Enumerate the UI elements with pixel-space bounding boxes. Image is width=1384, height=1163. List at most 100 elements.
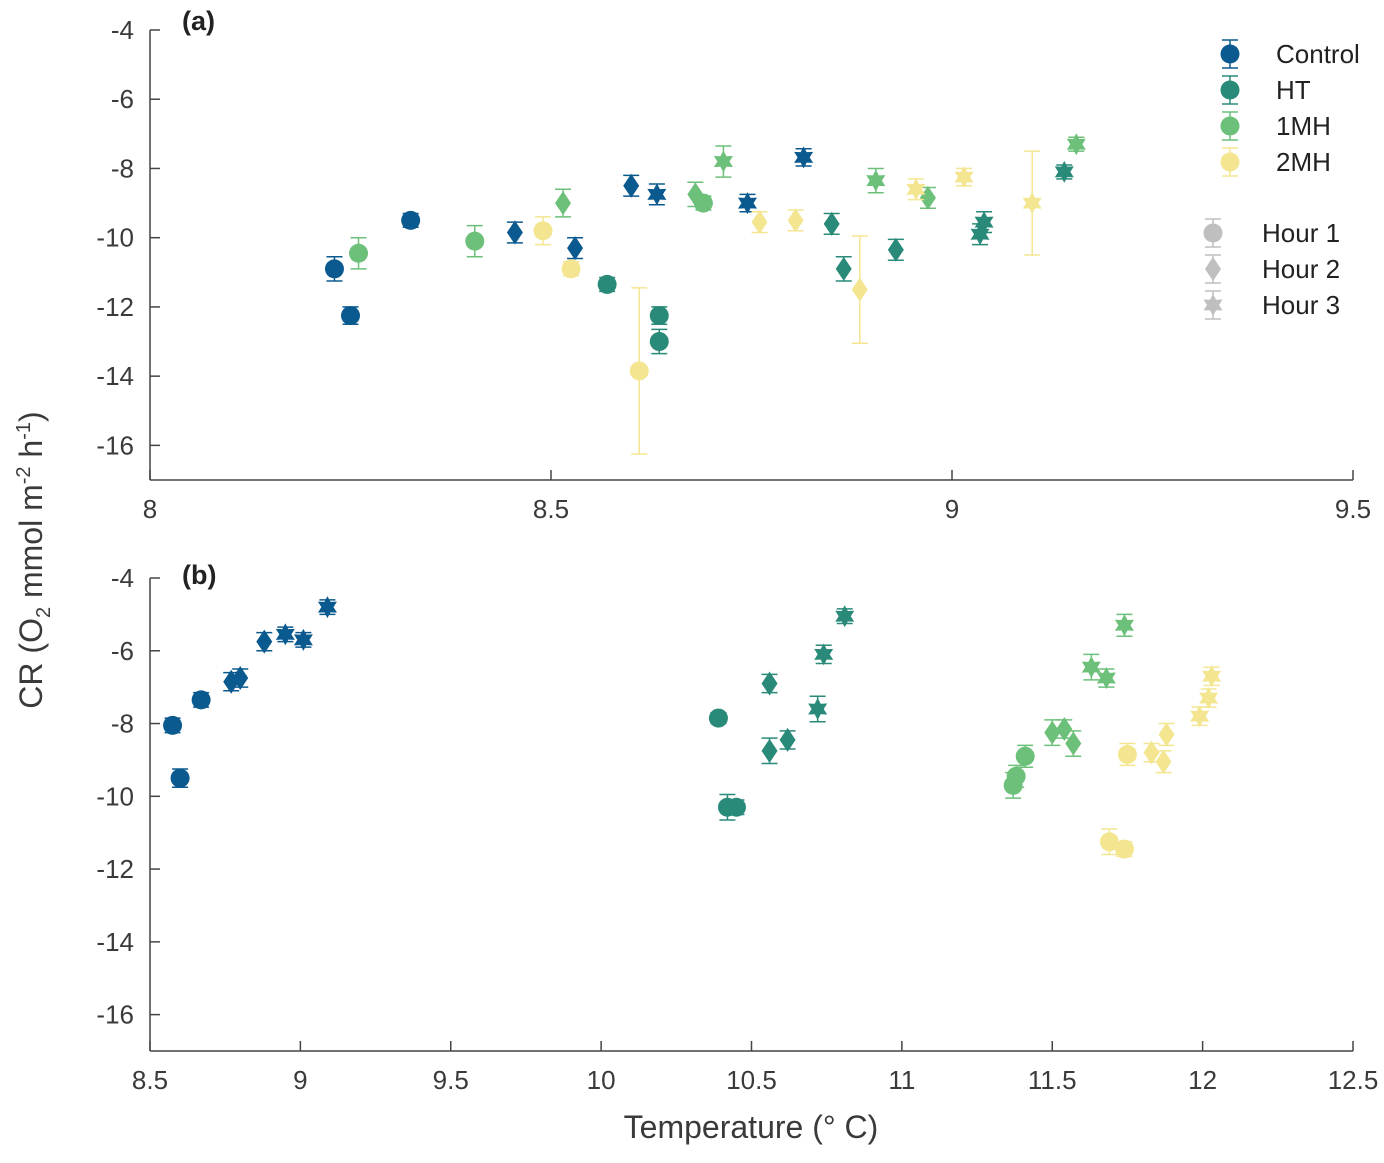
panel-a-ticks: 8 8.5 9 9.5 -4 -6 -8 -10 -12 -14 -16 [96,15,1371,524]
panel-b-xtick-label: 10.5 [726,1065,777,1095]
legend-label-hour: Hour 1 [1262,218,1340,248]
data-point-control-diamond [567,236,584,261]
y-axis-title-main: CR (O [13,618,49,709]
data-point-control-circle [170,768,190,788]
data-point-control-hexagram [737,192,758,215]
panel-b-ytick-label: -10 [96,781,134,811]
panel-b-ytick-label: -8 [111,709,134,739]
data-point-control-hexagram [317,596,337,619]
panel-a-ytick-label: -14 [96,361,134,391]
data-point-1mh-diamond [919,185,936,210]
data-point-1mh-hexagram [1066,133,1086,156]
data-point-1mh-circle [1006,766,1026,786]
data-point-control-circle [341,306,360,326]
data-point-control-diamond [623,173,640,198]
panel-b-xtick-label: 12 [1188,1065,1217,1095]
data-point-2mh-hexagram [906,178,926,201]
data-point-2mh-circle [629,361,649,381]
data-point-control-circle [401,210,421,230]
data-point-ht-hexagram [970,223,990,246]
data-point-control-diamond [256,629,273,654]
legend-label-2mh: 2MH [1276,147,1331,177]
data-point-1mh-circle [465,231,485,251]
panel-b-xtick-label: 10 [587,1065,616,1095]
panel-b-label: (b) [182,560,216,590]
data-point-control-diamond [232,666,249,691]
panel-b-xtick-label: 12.5 [1328,1065,1379,1095]
data-point-2mh-diamond [751,210,768,235]
panel-b-xtick-label: 8.5 [132,1065,168,1095]
data-point-ht-diamond [779,727,796,752]
y-axis-title-sup2: -1 [13,422,35,440]
data-point-2mh-circle [533,221,553,241]
y-axis-title-end: ) [13,411,49,422]
data-point-1mh-hexagram [1081,656,1101,679]
panel-b-ytick-label: -6 [111,636,134,666]
data-point-ht-circle [708,708,728,728]
data-point-control-hexagram [275,623,295,646]
panel-a-xtick-label: 9 [945,494,959,524]
data-point-2mh-circle [561,259,581,279]
data-point-2mh-diamond [787,208,804,233]
data-point-ht-diamond [835,256,852,281]
data-point-1mh-diamond [1065,731,1082,756]
data-point-control-hexagram [794,146,814,169]
data-point-ht-circle [649,306,669,326]
data-point-1mh-hexagram [1114,614,1134,637]
panel-b-xtick-label: 9 [293,1065,307,1095]
panel-a-ytick-label: -6 [111,84,134,114]
legend-label-ht: HT [1276,75,1311,105]
data-point-ht-circle [597,274,617,294]
legend: Control HT 1MH 2MH Hour 1 Hour 2 Hour 3 [1203,39,1360,320]
data-point-1mh-hexagram [866,169,886,192]
panel-a-xtick-label: 8 [143,494,157,524]
legend-label-1mh: 1MH [1276,111,1331,141]
data-point-ht-hexagram [808,697,828,720]
legend-marker-control [1220,44,1240,64]
panel-a-ytick-label: -12 [96,292,134,322]
legend-marker-hexagram [1203,294,1223,316]
data-point-2mh-diamond [1158,722,1175,747]
legend-marker-ht [1220,80,1240,100]
data-point-1mh-diamond [555,191,572,216]
y-axis-title: CR (O2 mmol m-2 h-1) [13,411,55,708]
legend-marker-1mh [1220,116,1240,136]
data-point-1mh-hexagram [1096,667,1116,690]
data-point-control-diamond [506,220,523,245]
panel-b-ytick-label: -4 [111,563,134,593]
data-point-2mh-circle [1099,832,1119,852]
data-point-2mh-hexagram [1190,705,1210,728]
data-point-ht-hexagram [814,643,834,666]
panel-b-xtick-label: 11.5 [1028,1065,1077,1095]
data-point-2mh-hexagram [1022,192,1042,215]
panel-b-ytick-label: -16 [96,1000,134,1030]
legend-label-hour: Hour 2 [1262,254,1340,284]
data-point-ht-hexagram [835,605,855,628]
panel-b: (b) 8.5 9 9.5 10 10.5 11 11.5 12 12.5 -4 -6 -8 -10 -1… [96,560,1378,1095]
panel-a-ytick-label: -16 [96,430,134,460]
data-point-control-hexagram [293,628,313,651]
data-point-ht-diamond [887,237,904,262]
data-point-ht-hexagram [1054,160,1074,183]
data-point-2mh-diamond [1155,749,1172,774]
y-axis-title-mid2: h [13,440,49,467]
x-axis-title: Temperature (° C) [624,1109,879,1145]
panel-a-ytick-label: -8 [111,153,134,183]
data-point-ht-circle [649,332,669,352]
data-point-control-circle [191,690,211,710]
data-point-1mh-diamond [687,182,704,207]
legend-marker-2mh [1220,152,1240,172]
data-point-2mh-diamond [851,277,868,302]
panel-b-xtick-label: 9.5 [433,1065,469,1095]
data-point-2mh-circle [1114,839,1134,859]
data-point-1mh-diamond [1056,716,1073,741]
panel-b-points [163,596,1222,859]
y-axis-title-sub1: 2 [33,607,55,618]
panel-a-xtick-label: 8.5 [533,494,569,524]
data-point-ht-diamond [761,738,778,763]
data-point-1mh-circle [349,243,369,263]
data-point-2mh-hexagram [1199,687,1219,710]
legend-marker-circle [1203,223,1223,243]
data-point-1mh-circle [1015,746,1035,766]
